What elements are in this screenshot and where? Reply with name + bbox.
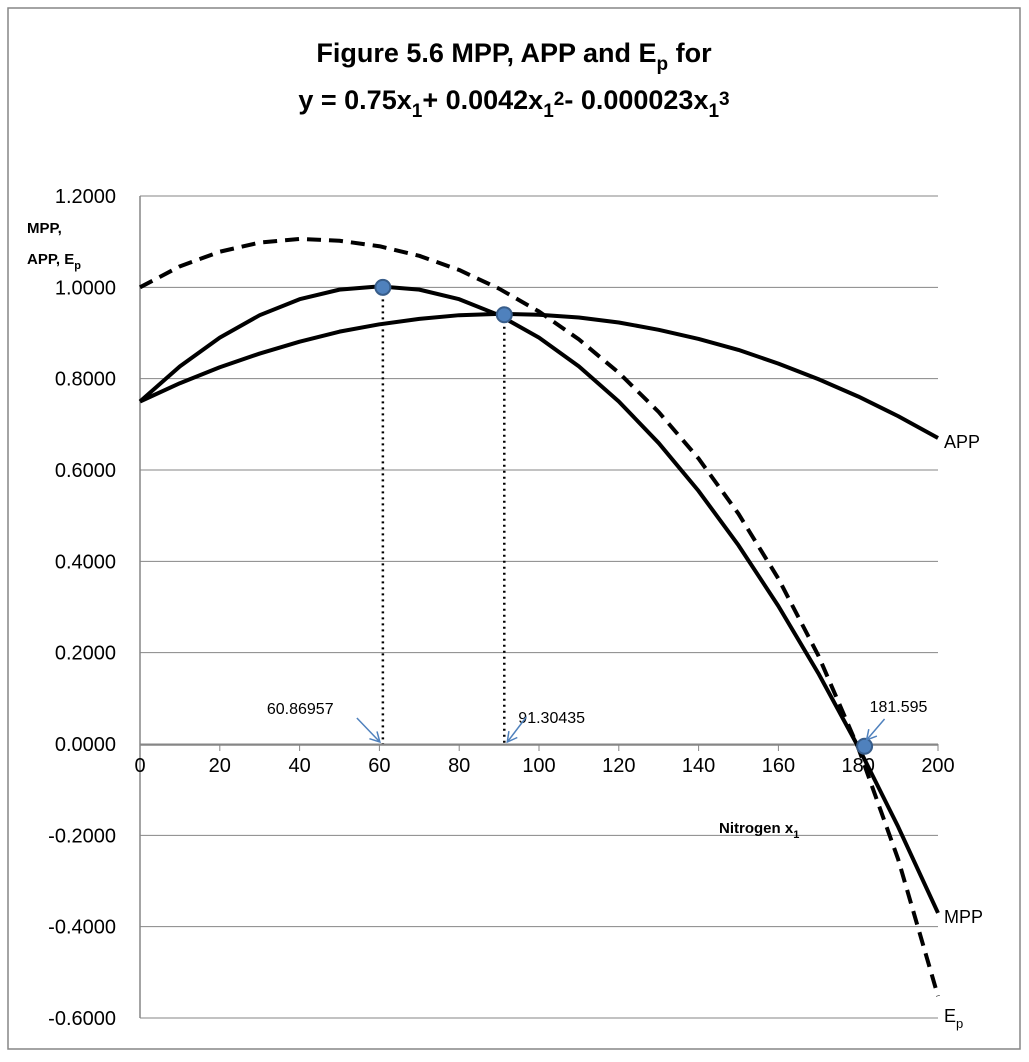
chart-border: [7, 7, 1021, 1050]
x-tick-label: 200: [921, 755, 954, 777]
title-segment: 1: [412, 101, 423, 122]
y-tick-label: 0.2000: [55, 643, 116, 665]
series-lines: MPP APP Ep: [138, 236, 983, 1031]
y-tick-label: 1.0000: [55, 277, 116, 299]
x-tick-label: 100: [522, 755, 555, 777]
series-line-mpp: [138, 284, 940, 914]
x-tick-label: 40: [288, 755, 310, 777]
point-markers: [374, 278, 874, 755]
annotation-arrowhead: [369, 731, 381, 744]
y-tick-label: 0.0000: [55, 734, 116, 756]
y-tick-label: 0.4000: [55, 551, 116, 573]
y-tick-label: -0.6000: [48, 1008, 116, 1030]
y-tick-label: 0.8000: [55, 369, 116, 391]
title-segment: - 0.000023x: [564, 85, 708, 115]
series-label-e: Ep: [944, 1006, 963, 1031]
annotation-arrow: [356, 717, 381, 743]
title-segment: 1: [708, 101, 719, 122]
annotation-label: 91.30435: [518, 710, 585, 727]
series-label-app: APP: [944, 432, 980, 452]
x-tick-label: 120: [602, 755, 635, 777]
title-segment: 3: [719, 89, 730, 110]
title-segment: + 0.0042x: [422, 85, 543, 115]
annotation-arrowhead: [865, 729, 878, 742]
x-tick-label: 140: [682, 755, 715, 777]
x-tick-label: 20: [209, 755, 231, 777]
title-segment: 2: [554, 89, 565, 110]
y-axis-title-line2: APP, Ep: [27, 251, 81, 272]
annotations: 60.86957 91.30435 181.595: [267, 699, 928, 744]
annotation-arrowhead: [506, 730, 518, 744]
y-tick-label: -0.4000: [48, 917, 116, 939]
chart-title-line2: y = 0.75x1+ 0.0042x12- 0.000023x13: [298, 85, 729, 122]
title-segment: 1: [543, 101, 554, 122]
y-tick-label: 0.6000: [55, 460, 116, 482]
y-axis-title: MPP, APP, Ep: [27, 220, 81, 272]
data-point-marker: [495, 306, 513, 324]
title-segment: y = 0.75x: [298, 85, 411, 115]
series-label-mpp: MPP: [944, 907, 983, 927]
x-axis-title: Nitrogen x1: [719, 820, 799, 841]
x-tick-label: 160: [762, 755, 795, 777]
data-point-marker: [374, 278, 392, 296]
x-tick-label: 0: [134, 755, 145, 777]
series-line-e: [139, 236, 940, 997]
chart-title-line1: Figure 5.6 MPP, APP and Ep for: [316, 38, 712, 75]
x-tick-label: 60: [368, 755, 390, 777]
x-tick-label: 80: [448, 755, 470, 777]
annotation-arrow: [865, 718, 886, 741]
annotation-label: 181.595: [870, 699, 928, 716]
y-axis-title-line1: MPP,: [27, 220, 62, 237]
y-tick-label: 1.2000: [55, 186, 116, 208]
annotation-label: 60.86957: [267, 701, 334, 718]
annotation-arrow: [506, 716, 527, 743]
guide-lines: [381, 287, 506, 744]
series-line-app: [139, 311, 939, 440]
data-point-marker: [856, 737, 874, 755]
y-tick-label: -0.2000: [48, 825, 116, 847]
